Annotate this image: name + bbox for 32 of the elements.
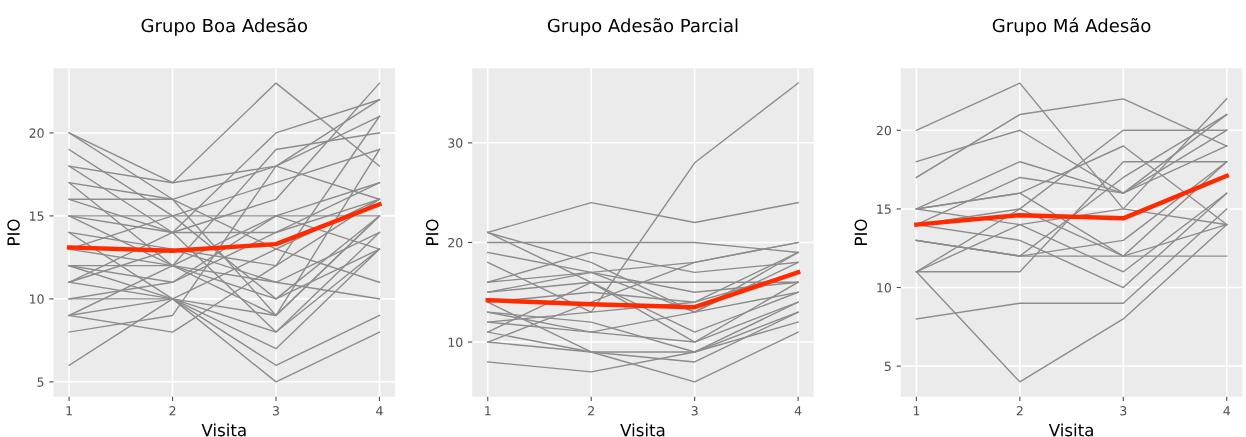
x-tick-label: 2	[169, 406, 176, 416]
chart-title: Grupo Má Adesão	[992, 17, 1151, 36]
y-axis-title: PIO	[854, 219, 868, 245]
y-tick-label: 5	[884, 361, 891, 372]
x-tick-label: 3	[691, 406, 698, 416]
x-axis-title: Visita	[620, 423, 665, 437]
x-tick-label: 3	[1120, 406, 1127, 416]
y-tick-label: 20	[876, 125, 891, 136]
y-tick-label: 20	[29, 128, 44, 138]
x-axis-title: Visita	[1048, 423, 1093, 437]
y-tick-label: 10	[30, 294, 44, 304]
y-tick-label: 10	[448, 337, 463, 347]
x-tick-label: 2	[1016, 406, 1023, 416]
chart-title: Grupo Boa Adesão	[141, 18, 308, 36]
x-tick-label: 2	[588, 406, 594, 416]
y-tick-label: 30	[448, 138, 463, 148]
x-tick-label: 4	[376, 406, 383, 416]
x-tick-label: 3	[272, 406, 279, 416]
chart-title: Grupo Adesão Parcial	[547, 18, 738, 36]
x-axis-title: Visita	[201, 423, 246, 437]
y-tick-label: 15	[877, 204, 891, 214]
y-tick-label: 15	[30, 211, 44, 221]
y-axis-title: PIO	[7, 219, 20, 245]
x-tick-label: 1	[485, 406, 491, 416]
y-axis-title: PIO	[425, 219, 439, 245]
x-tick-label: 1	[66, 406, 72, 416]
y-tick-label: 10	[877, 282, 891, 293]
y-tick-label: 20	[448, 237, 463, 248]
x-tick-label: 4	[1223, 406, 1231, 416]
y-tick-label: 5	[37, 377, 44, 387]
x-tick-label: 1	[913, 406, 920, 416]
x-tick-label: 4	[794, 406, 802, 416]
